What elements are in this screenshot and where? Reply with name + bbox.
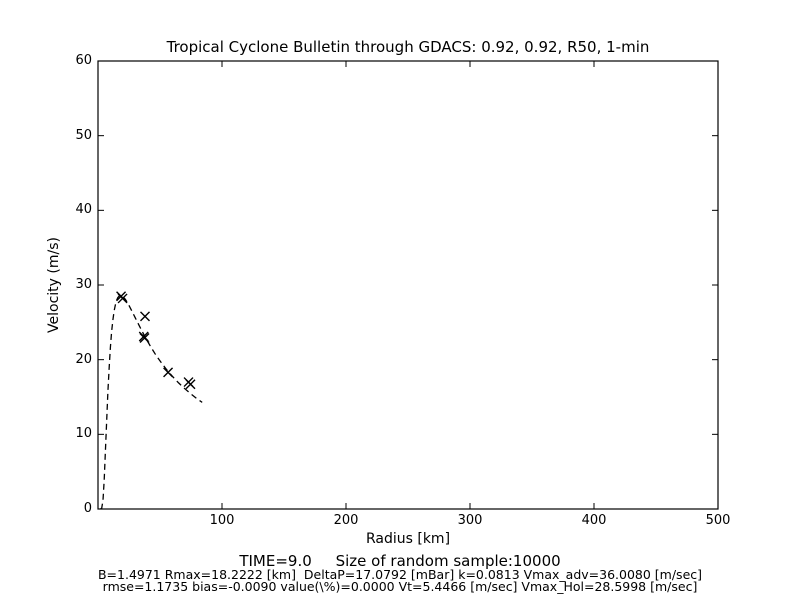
y-tick-label: 40 [75, 202, 92, 218]
observation-marker [163, 367, 174, 378]
fit-curve [100, 294, 203, 510]
caption-time-sample: TIME=9.0 Size of random sample:10000 [239, 552, 561, 570]
observation-marker [139, 333, 150, 344]
y-tick-label: 50 [75, 127, 92, 143]
y-tick-label: 10 [75, 426, 92, 442]
x-tick-label: 500 [705, 513, 731, 528]
x-tick-label: 300 [457, 513, 483, 528]
observation-marker [185, 379, 196, 390]
x-tick-label: 100 [209, 513, 235, 528]
caption-fit-params: B=1.4971 Rmax=18.2222 [km] DeltaP=17.079… [97, 567, 703, 582]
axes-frame [97, 60, 719, 510]
y-tick-label: 20 [75, 351, 92, 367]
observation-marker [117, 293, 128, 304]
chart-title: Tropical Cyclone Bulletin through GDACS:… [166, 38, 650, 56]
x-tick-label: 200 [333, 513, 359, 528]
x-tick-label: 400 [581, 513, 607, 528]
x-axis-label: Radius [km] [365, 531, 451, 547]
y-tick-label: 60 [75, 53, 92, 68]
observation-marker [140, 311, 150, 322]
caption-fit-stats: rmse=1.1735 bias=-0.0090 value(\%)=0.000… [102, 579, 698, 594]
y-tick-label: 30 [75, 277, 92, 292]
y-tick-label: 0 [83, 501, 92, 516]
